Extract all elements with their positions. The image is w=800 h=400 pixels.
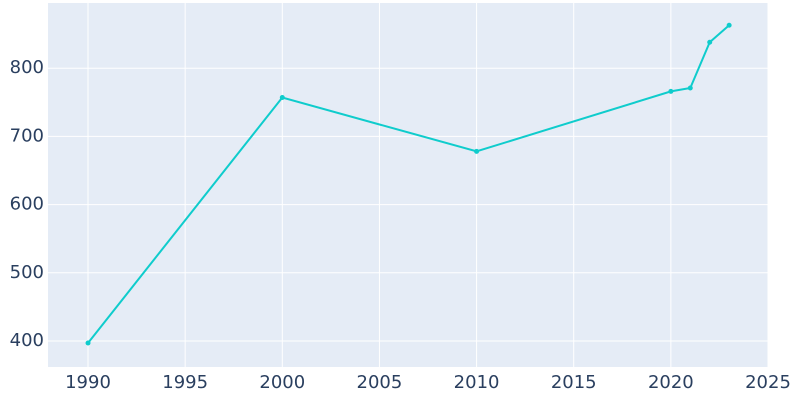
point (85, 340, 91, 346)
y-tick-label: 600 (10, 194, 44, 215)
point (707, 39, 713, 45)
x-tick-label: 2020 (648, 372, 694, 393)
y-tick-label: 400 (10, 330, 44, 351)
x-tick-label: 1995 (162, 372, 208, 393)
point (279, 95, 285, 101)
y-tick-label: 700 (10, 125, 44, 146)
point (668, 88, 674, 94)
y-tick-label: 800 (10, 57, 44, 78)
point (474, 148, 480, 154)
x-tick-label: 2015 (551, 372, 597, 393)
x-tick-label: 1990 (65, 372, 111, 393)
y-tick-label: 500 (10, 262, 44, 283)
x-tick-label: 2025 (745, 372, 791, 393)
x-tick-label: 2000 (259, 372, 305, 393)
x-tick-label: 2010 (454, 372, 500, 393)
point (726, 22, 732, 28)
x-tick-label: 2005 (357, 372, 403, 393)
point (687, 85, 693, 91)
plot-area (48, 3, 768, 367)
